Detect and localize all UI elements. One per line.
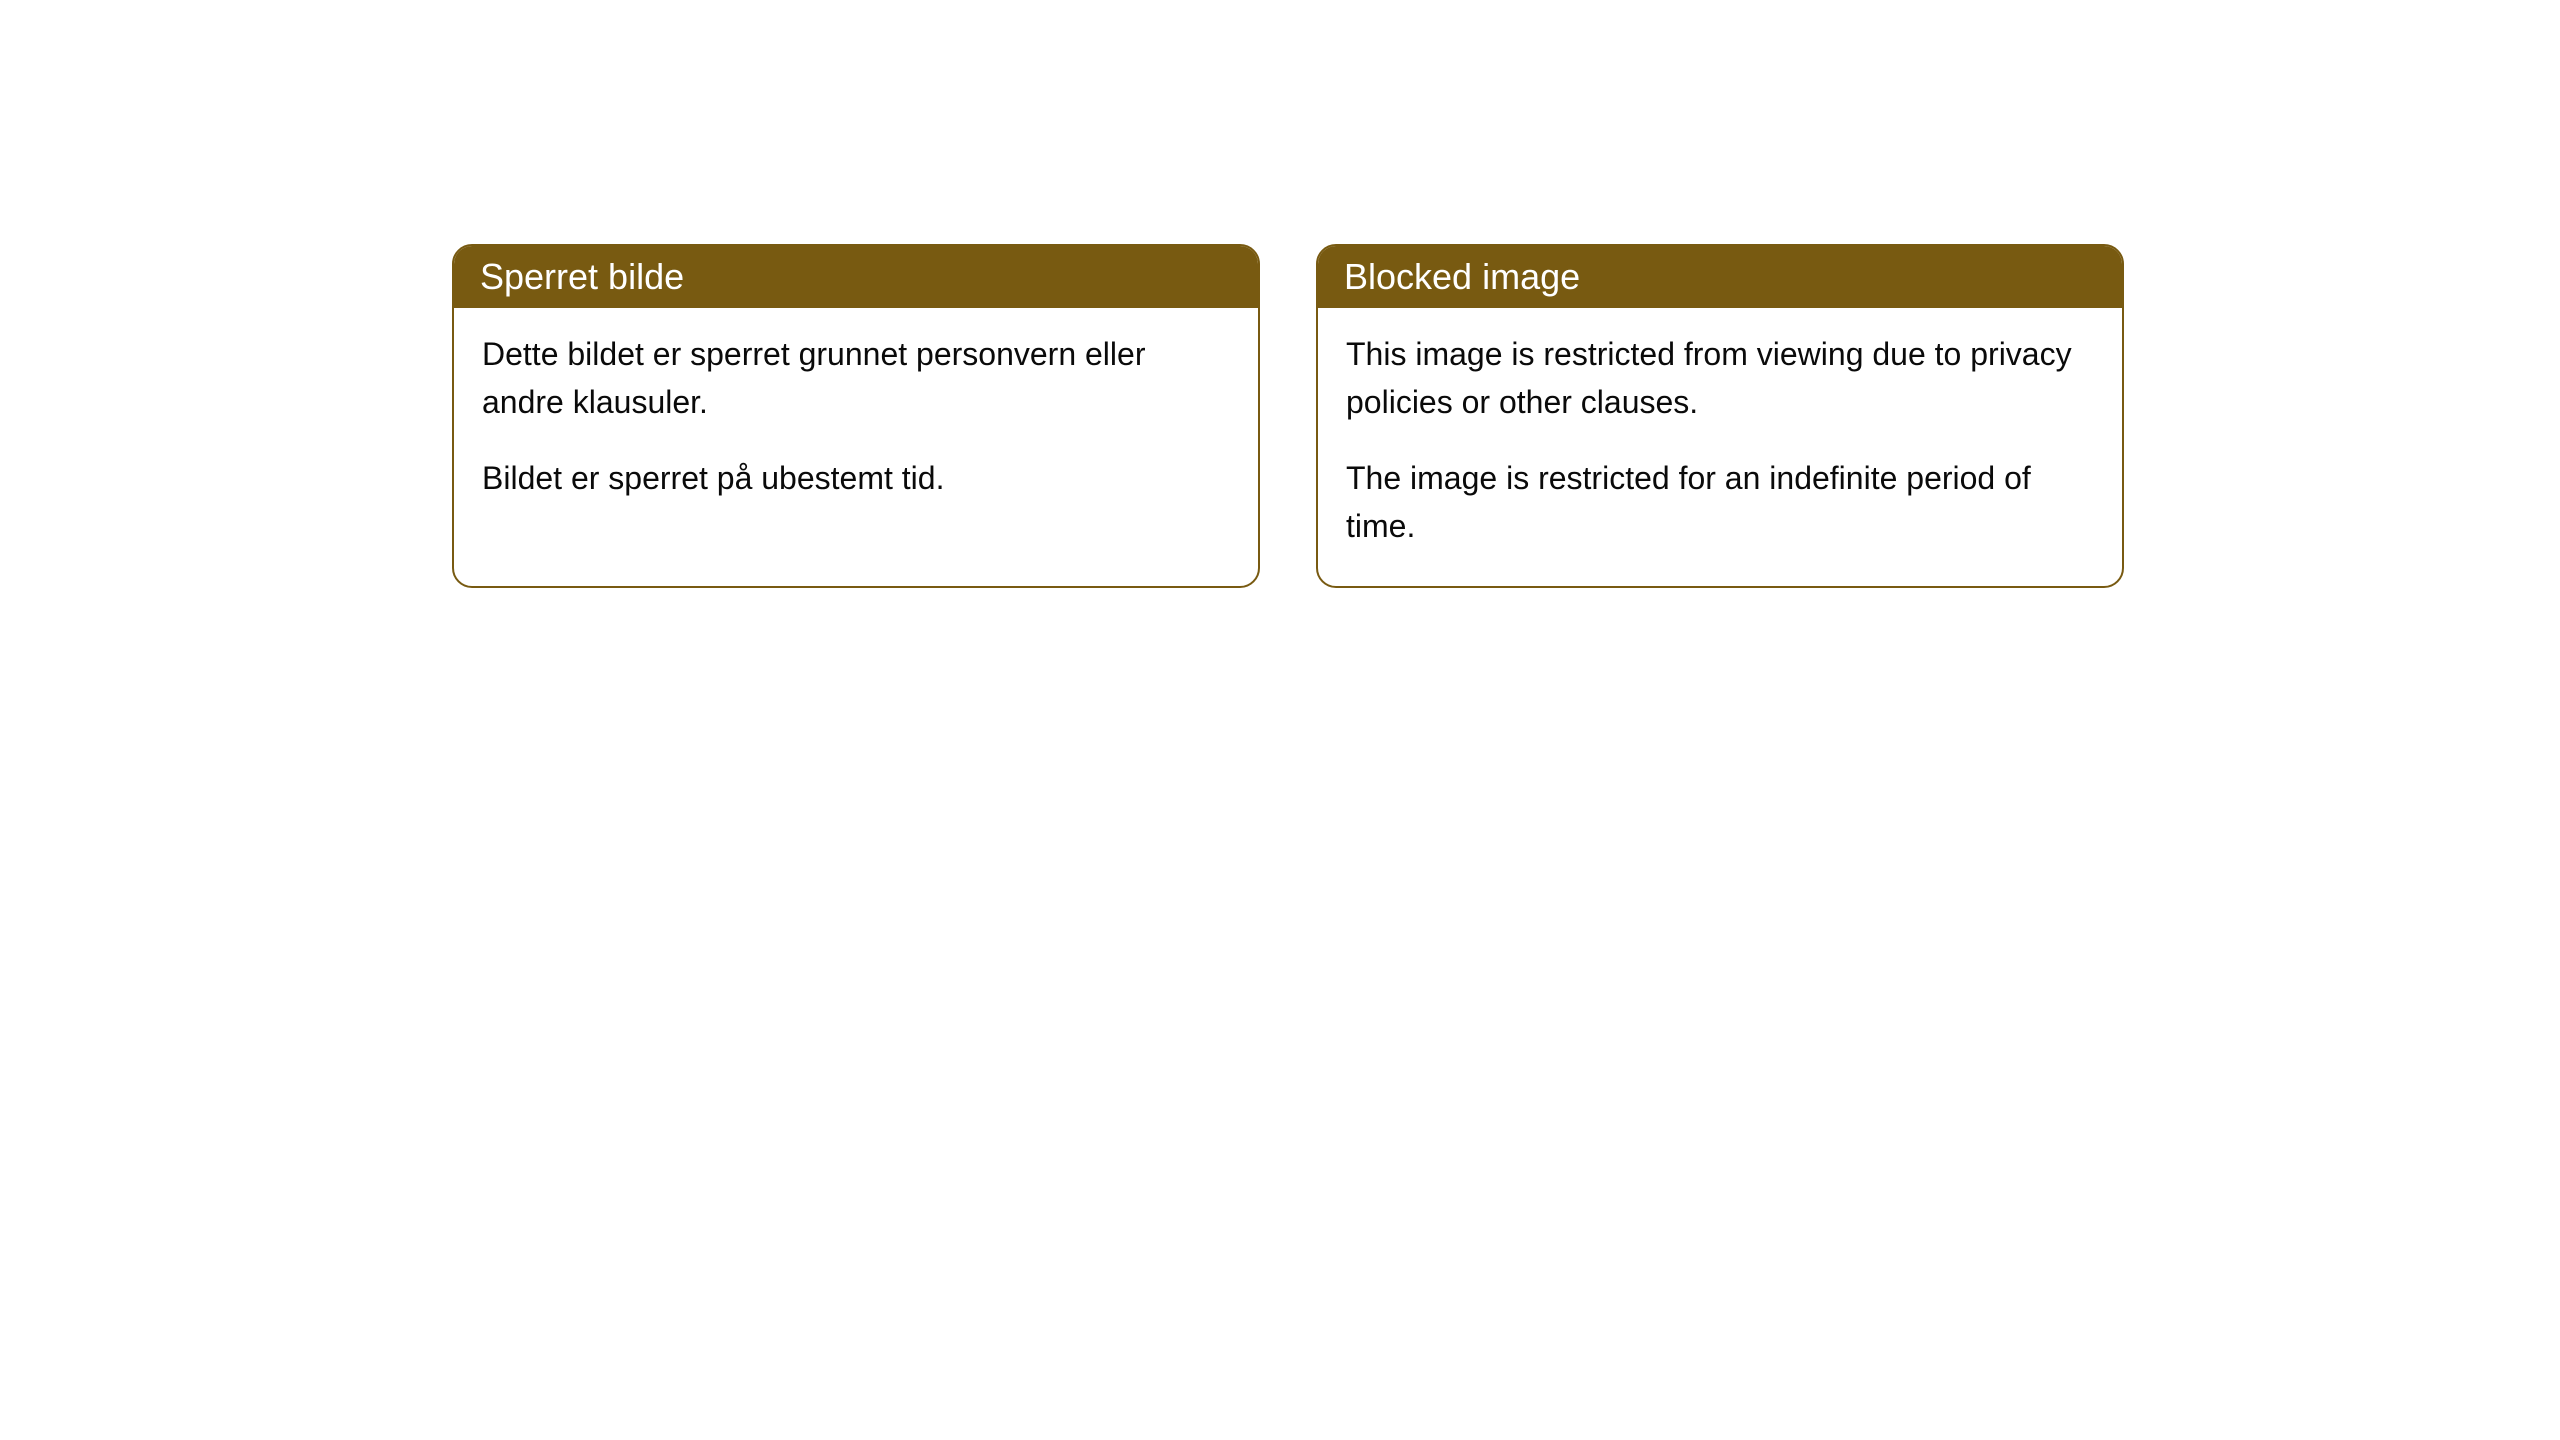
notice-container: Sperret bilde Dette bildet er sperret gr… <box>452 244 2124 588</box>
notice-header-english: Blocked image <box>1318 246 2122 308</box>
notice-body-english: This image is restricted from viewing du… <box>1318 308 2122 586</box>
notice-text-1: Dette bildet er sperret grunnet personve… <box>482 330 1230 426</box>
notice-card-norwegian: Sperret bilde Dette bildet er sperret gr… <box>452 244 1260 588</box>
notice-text-1: This image is restricted from viewing du… <box>1346 330 2094 426</box>
notice-body-norwegian: Dette bildet er sperret grunnet personve… <box>454 308 1258 538</box>
notice-header-norwegian: Sperret bilde <box>454 246 1258 308</box>
notice-card-english: Blocked image This image is restricted f… <box>1316 244 2124 588</box>
notice-text-2: Bildet er sperret på ubestemt tid. <box>482 454 1230 502</box>
notice-text-2: The image is restricted for an indefinit… <box>1346 454 2094 550</box>
